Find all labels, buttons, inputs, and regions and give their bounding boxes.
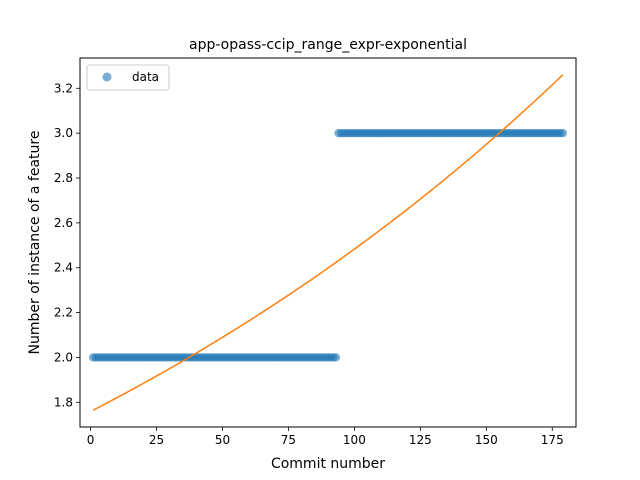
y-axis-label: Number of instance of a feature <box>27 131 43 355</box>
x-tick-label: 150 <box>475 433 498 447</box>
x-tick-label: 175 <box>541 433 564 447</box>
x-axis: 0 25 50 75 100 125 150 175 <box>87 427 564 447</box>
x-tick-label: 25 <box>149 433 164 447</box>
chart-title: app-opass-ccip_range_expr-exponential <box>189 37 467 53</box>
y-tick-label: 2.8 <box>54 171 73 185</box>
legend-box <box>86 64 170 91</box>
data-point <box>558 128 568 138</box>
data-point <box>331 353 341 362</box>
axes-frame <box>79 57 577 428</box>
y-tick-label: 2.2 <box>54 306 73 320</box>
plot-area <box>88 74 568 411</box>
series-data <box>88 128 568 362</box>
x-axis-label: Commit number <box>271 456 385 472</box>
y-tick-label: 2.4 <box>54 261 73 275</box>
fit-line <box>92 74 564 411</box>
legend-label-data: data <box>132 70 159 84</box>
x-tick-label: 0 <box>87 433 95 447</box>
legend-marker-data <box>102 72 112 82</box>
x-tick-label: 75 <box>281 433 296 447</box>
y-tick-label: 3.2 <box>54 81 73 95</box>
y-axis: 1.8 2.0 2.2 2.4 2.6 2.8 3.0 3.2 <box>54 81 80 409</box>
y-tick-label: 2.0 <box>54 350 73 364</box>
x-tick-label: 50 <box>215 433 230 447</box>
y-tick-label: 1.8 <box>54 395 73 409</box>
y-tick-label: 2.6 <box>54 216 73 230</box>
legend: data <box>86 64 170 91</box>
y-tick-label: 3.0 <box>54 126 73 140</box>
x-tick-label: 100 <box>343 433 366 447</box>
x-tick-label: 125 <box>409 433 432 447</box>
